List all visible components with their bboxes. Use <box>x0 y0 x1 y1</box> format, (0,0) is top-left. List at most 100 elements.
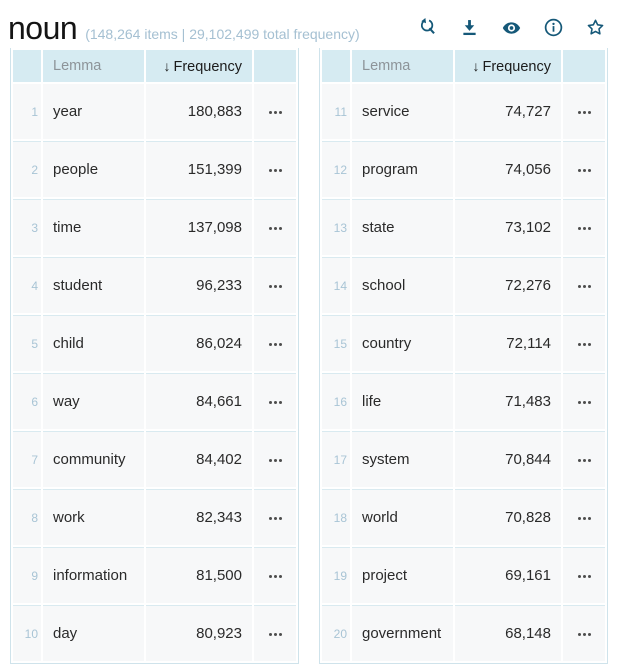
lemma-cell[interactable]: country <box>352 315 453 371</box>
row-menu-button[interactable] <box>254 373 296 429</box>
table-header-row: Lemma ↓ Frequency <box>13 50 296 82</box>
table-row: 19 project 69,161 <box>322 547 605 603</box>
table-body-left: 1 year 180,883 2 people 151,399 3 time 1… <box>13 84 296 661</box>
info-button[interactable] <box>543 17 564 38</box>
rank-cell: 14 <box>322 257 350 313</box>
table-row: 16 life 71,483 <box>322 373 605 429</box>
frequency-cell: 74,056 <box>455 141 561 197</box>
kebab-menu-icon <box>268 458 282 462</box>
lemma-column-header[interactable]: Lemma <box>352 50 453 82</box>
frequency-cell: 71,483 <box>455 373 561 429</box>
download-button[interactable] <box>459 17 480 38</box>
page-header: noun (148,264 items | 29,102,499 total f… <box>0 0 618 48</box>
kebab-menu-icon <box>577 632 591 636</box>
info-icon <box>544 18 563 37</box>
kebab-menu-icon <box>268 400 282 404</box>
row-menu-button[interactable] <box>563 199 605 255</box>
lemma-cell[interactable]: time <box>43 199 144 255</box>
row-menu-button[interactable] <box>254 547 296 603</box>
rank-cell: 13 <box>322 199 350 255</box>
row-menu-button[interactable] <box>254 199 296 255</box>
lemma-cell[interactable]: world <box>352 489 453 545</box>
kebab-menu-icon <box>577 110 591 114</box>
row-menu-button[interactable] <box>254 605 296 661</box>
kebab-menu-icon <box>268 632 282 636</box>
favorite-button[interactable] <box>585 17 606 38</box>
row-menu-button[interactable] <box>563 315 605 371</box>
lemma-cell[interactable]: year <box>43 84 144 139</box>
kebab-menu-icon <box>577 342 591 346</box>
table-row: 13 state 73,102 <box>322 199 605 255</box>
sort-desc-icon: ↓ <box>472 57 480 74</box>
toolbar <box>417 17 606 44</box>
row-menu-button[interactable] <box>563 431 605 487</box>
kebab-menu-icon <box>268 516 282 520</box>
rank-cell: 7 <box>13 431 41 487</box>
frequency-table: Lemma ↓ Frequency 11 service 74,727 12 pr… <box>320 48 607 663</box>
frequency-cell: 70,828 <box>455 489 561 545</box>
frequency-column-label: Frequency <box>482 58 551 75</box>
frequency-cell: 73,102 <box>455 199 561 255</box>
lemma-cell[interactable]: life <box>352 373 453 429</box>
lemma-cell[interactable]: people <box>43 141 144 197</box>
lemma-cell[interactable]: service <box>352 84 453 139</box>
table-row: 15 country 72,114 <box>322 315 605 371</box>
lemma-cell[interactable]: child <box>43 315 144 371</box>
table-row: 9 information 81,500 <box>13 547 296 603</box>
visibility-button[interactable] <box>501 17 522 38</box>
row-menu-button[interactable] <box>563 605 605 661</box>
row-menu-button[interactable] <box>563 141 605 197</box>
lemma-cell[interactable]: work <box>43 489 144 545</box>
row-menu-button[interactable] <box>254 257 296 313</box>
rank-cell: 20 <box>322 605 350 661</box>
rank-cell: 17 <box>322 431 350 487</box>
eye-icon <box>502 21 521 34</box>
lemma-cell[interactable]: way <box>43 373 144 429</box>
frequency-column-header[interactable]: ↓ Frequency <box>146 50 252 82</box>
lemma-cell[interactable]: school <box>352 257 453 313</box>
kebab-menu-icon <box>268 110 282 114</box>
row-menu-button[interactable] <box>563 84 605 139</box>
lemma-column-header[interactable]: Lemma <box>43 50 144 82</box>
search-button[interactable] <box>417 17 438 38</box>
lemma-cell[interactable]: community <box>43 431 144 487</box>
table-row: 6 way 84,661 <box>13 373 296 429</box>
star-icon <box>587 19 604 35</box>
table-body-right: 11 service 74,727 12 program 74,056 13 s… <box>322 84 605 661</box>
table-row: 17 system 70,844 <box>322 431 605 487</box>
row-menu-button[interactable] <box>563 547 605 603</box>
frequency-cell: 81,500 <box>146 547 252 603</box>
row-menu-button[interactable] <box>254 141 296 197</box>
lemma-cell[interactable]: information <box>43 547 144 603</box>
lemma-cell[interactable]: day <box>43 605 144 661</box>
search-icon <box>420 18 435 34</box>
download-icon <box>463 20 476 36</box>
rank-cell: 18 <box>322 489 350 545</box>
lemma-cell[interactable]: system <box>352 431 453 487</box>
rank-cell: 3 <box>13 199 41 255</box>
row-menu-button[interactable] <box>563 257 605 313</box>
row-menu-button[interactable] <box>563 373 605 429</box>
sort-desc-icon: ↓ <box>163 57 171 74</box>
frequency-panel-left: Lemma ↓ Frequency 1 year 180,883 2 people… <box>10 48 299 664</box>
rank-column-header <box>322 50 350 82</box>
rank-cell: 2 <box>13 141 41 197</box>
row-menu-button[interactable] <box>254 489 296 545</box>
kebab-menu-icon <box>268 168 282 172</box>
table-row: 11 service 74,727 <box>322 84 605 139</box>
frequency-cell: 82,343 <box>146 489 252 545</box>
lemma-cell[interactable]: student <box>43 257 144 313</box>
rank-cell: 6 <box>13 373 41 429</box>
title-wrap: noun (148,264 items | 29,102,499 total f… <box>8 12 360 44</box>
lemma-cell[interactable]: state <box>352 199 453 255</box>
row-menu-button[interactable] <box>254 315 296 371</box>
lemma-cell[interactable]: program <box>352 141 453 197</box>
frequency-cell: 68,148 <box>455 605 561 661</box>
row-menu-button[interactable] <box>254 84 296 139</box>
row-menu-button[interactable] <box>563 489 605 545</box>
lemma-cell[interactable]: government <box>352 605 453 661</box>
lemma-cell[interactable]: project <box>352 547 453 603</box>
frequency-column-header[interactable]: ↓ Frequency <box>455 50 561 82</box>
rank-cell: 5 <box>13 315 41 371</box>
row-menu-button[interactable] <box>254 431 296 487</box>
